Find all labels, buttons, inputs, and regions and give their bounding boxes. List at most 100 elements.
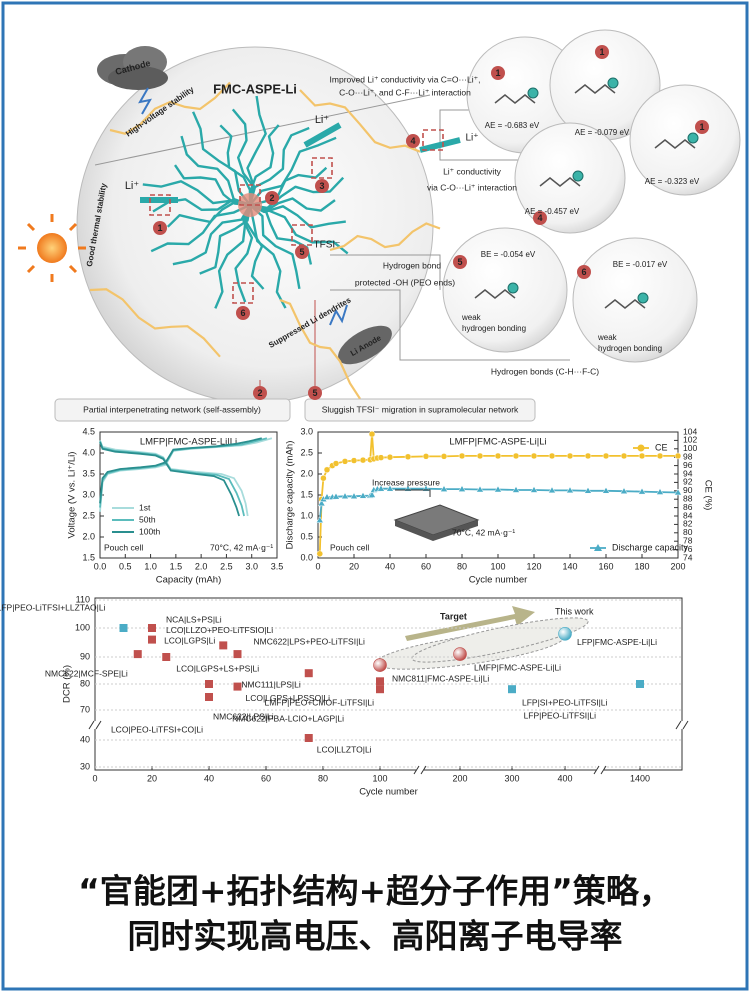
x-tick-label: 180 [634,561,649,571]
ion-label: Li⁺ [465,133,478,144]
marker-number: 5 [457,257,462,267]
point-label: LCO|PEO-LiTFSI+CO|Li [111,724,203,734]
marker-number: 5 [299,247,304,257]
point [368,430,376,438]
y-tick-label: 1.0 [300,510,313,520]
point [638,487,646,495]
y-tick-label: 4.0 [82,447,95,457]
point-label: LMFP|PEO+CMOF-LiTFSI|Li [265,698,375,708]
point [162,653,171,661]
polymer-arm [150,203,251,253]
annotation: 70°C, 42 mA·g⁻¹ [452,527,515,537]
chain [299,89,421,153]
point [548,486,556,494]
marker-dot [695,120,709,134]
ion-arrow [419,137,461,153]
x-axis-label: Cycle number [469,575,528,586]
marker-dot [595,45,609,59]
polymer-arm [249,136,337,206]
point [674,452,682,460]
point [304,734,313,742]
label: C-O···Li⁺, and C-F···Li⁺ interaction [339,87,471,97]
legend-swatch [637,444,645,452]
connector [94,94,431,166]
x-tick-label: 3.0 [245,561,258,571]
polymer-arm [249,176,345,210]
x-tick-label: 0.0 [94,561,107,571]
connector [330,109,570,361]
x-tick-label: 160 [598,561,613,571]
marker-number: 6 [240,308,245,318]
x-tick-label: 2.0 [195,561,208,571]
y-tick-label: 1.5 [82,552,95,562]
dashed-box [422,129,444,151]
x-tick-label: 300 [504,773,519,783]
annotation: Target [440,611,467,621]
label: Hydrogen bonds (C-H···F-C) [491,366,599,376]
x-tick-label: 60 [261,773,271,783]
y-axis-label: Discharge capacity (mAh) [285,441,296,550]
anode-disk [329,304,392,365]
point [233,682,242,691]
energy-label: AE = -0.457 eV [525,207,580,216]
polymer-arm [249,204,301,290]
point [566,486,574,494]
point [304,669,313,678]
point [620,487,628,494]
point [323,466,331,474]
polymer-arm [248,124,280,206]
point [548,452,556,460]
x-tick-label: 1400 [630,773,650,783]
point [386,453,394,461]
point [148,624,156,632]
point [219,641,228,650]
point [205,693,213,701]
point [512,452,520,460]
polymer-arm [191,111,251,206]
y-tick-label: 1.5 [300,489,313,499]
point-label: NMC622|PBA-LCIO+LAGP|Li [232,713,344,723]
annotation-arrow [395,489,431,497]
point [377,454,385,461]
label: hydrogen bonding [598,344,662,353]
point-label: LMFP|FMC-ASPE-Li|Li [474,662,561,672]
energy-label: BE = -0.054 eV [481,250,536,259]
y2-tick-label: 74 [683,552,693,562]
y2-tick-label: 100 [683,443,697,453]
point-label: LCO|LGPS+LPSSO|Li [246,693,331,703]
point [494,485,502,493]
chain [109,81,231,135]
y-tick-label: 2.5 [300,447,313,457]
x-tick-label: 140 [562,561,577,571]
legend-swatch [594,544,602,551]
label: weak [461,313,482,322]
molecule [604,299,646,309]
marker-dot [315,179,329,193]
annotation: This work [555,606,594,616]
note-text: Partial interpenetrating network (self-a… [83,404,261,414]
sun-icon [18,214,86,282]
point [584,486,592,494]
y2-tick-label: 88 [683,493,693,503]
marker-dot [265,191,279,205]
ion [637,292,649,304]
point [119,624,128,632]
point [558,626,572,641]
point [205,680,213,688]
x-tick-label: 200 [670,561,685,571]
x-axis-label: Capacity (mAh) [156,575,221,586]
point-label: NMC111|LPS|Li [241,679,300,689]
y-tick-label: 100 [75,622,90,632]
marker-number: 1 [495,68,500,78]
chart-title: LMFP|FMC-ASPE-Li|Li [449,437,546,448]
marker-dot [308,386,322,400]
y-tick-label: 30 [80,761,90,771]
dashed-box [239,184,261,206]
ion-arrow [303,122,342,148]
axis-break [593,765,607,775]
x-tick-label: 200 [452,773,467,783]
axis-break [91,721,99,729]
point [359,456,367,464]
point [332,460,340,467]
